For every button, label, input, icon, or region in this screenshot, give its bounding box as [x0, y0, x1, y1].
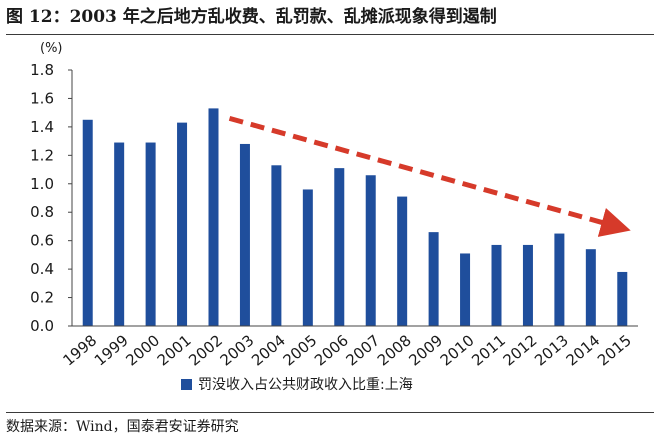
bar-1998 [82, 119, 93, 327]
x-tick-label: 2002 [185, 331, 226, 369]
x-tick-label: 2008 [374, 331, 415, 369]
y-unit-label: (%) [40, 41, 63, 56]
legend-swatch [181, 379, 192, 390]
bar-2009 [428, 232, 439, 326]
x-tick-label: 2004 [248, 331, 289, 369]
bar-2013 [554, 233, 565, 326]
bar-2000 [145, 142, 156, 326]
x-tick-label: 2015 [594, 331, 635, 369]
y-tick-label: 0.4 [30, 260, 54, 278]
x-tick-label: 2011 [468, 331, 509, 369]
y-tick-label: 0.8 [30, 203, 54, 221]
x-tick-label: 1998 [59, 331, 100, 369]
x-tick-label: 2003 [217, 331, 258, 369]
x-tick-label: 2006 [311, 331, 352, 369]
y-tick-label: 0.2 [30, 289, 54, 307]
bar-2011 [491, 244, 502, 326]
bar-2015 [617, 271, 628, 326]
y-tick-label: 1.4 [30, 118, 54, 136]
bar-2001 [177, 122, 188, 326]
bottom-rule [6, 412, 654, 413]
bar-2002 [208, 108, 219, 327]
x-tick-label: 2013 [531, 331, 572, 369]
figure-title: 图 12：2003 年之后地方乱收费、乱罚款、乱摊派现象得到遏制 [6, 7, 497, 27]
bar-2003 [239, 143, 250, 326]
source-note: 数据来源：Wind，国泰君安证券研究 [6, 419, 239, 435]
trend-arrow [228, 115, 631, 237]
y-tick-label: 1.6 [30, 89, 54, 107]
bar-2014 [585, 249, 596, 326]
x-tick-label: 2014 [563, 331, 604, 369]
legend-label: 罚没收入占公共财政收入比重:上海 [198, 377, 413, 393]
y-axis: 0.0 0.2 0.4 0.6 0.8 1.0 1.2 1.4 1.6 1.8 [30, 61, 73, 335]
bars [82, 108, 628, 327]
top-rule [6, 34, 654, 35]
x-axis: 1998199920002001200220032004200520062007… [59, 325, 638, 370]
legend: 罚没收入占公共财政收入比重:上海 [181, 377, 413, 393]
bar-2010 [460, 253, 471, 326]
x-tick-label: 2009 [405, 331, 446, 369]
bar-2006 [334, 168, 345, 326]
bar-2004 [271, 165, 282, 326]
bar-2008 [397, 196, 408, 326]
y-tick-label: 0.0 [30, 317, 54, 335]
y-tick-label: 1.2 [30, 146, 54, 164]
bar-2007 [365, 175, 376, 326]
y-tick-label: 0.6 [30, 232, 54, 250]
bar-1999 [114, 142, 125, 326]
x-tick-label: 2010 [437, 331, 478, 369]
x-tick-label: 2005 [280, 331, 321, 369]
x-tick-label: 2000 [122, 331, 163, 369]
chart: (%) 0.0 0.2 0.4 0.6 0.8 1.0 1.2 1.4 1.6 1.8 19981… [30, 41, 638, 393]
x-tick-label: 2007 [342, 331, 383, 369]
x-tick-label: 2012 [500, 331, 541, 369]
x-tick-label: 1999 [91, 331, 132, 369]
y-tick-label: 1.0 [30, 175, 54, 193]
bar-2005 [302, 189, 313, 326]
y-tick-label: 1.8 [30, 61, 54, 79]
x-tick-label: 2001 [154, 331, 195, 369]
bar-2012 [522, 244, 533, 326]
